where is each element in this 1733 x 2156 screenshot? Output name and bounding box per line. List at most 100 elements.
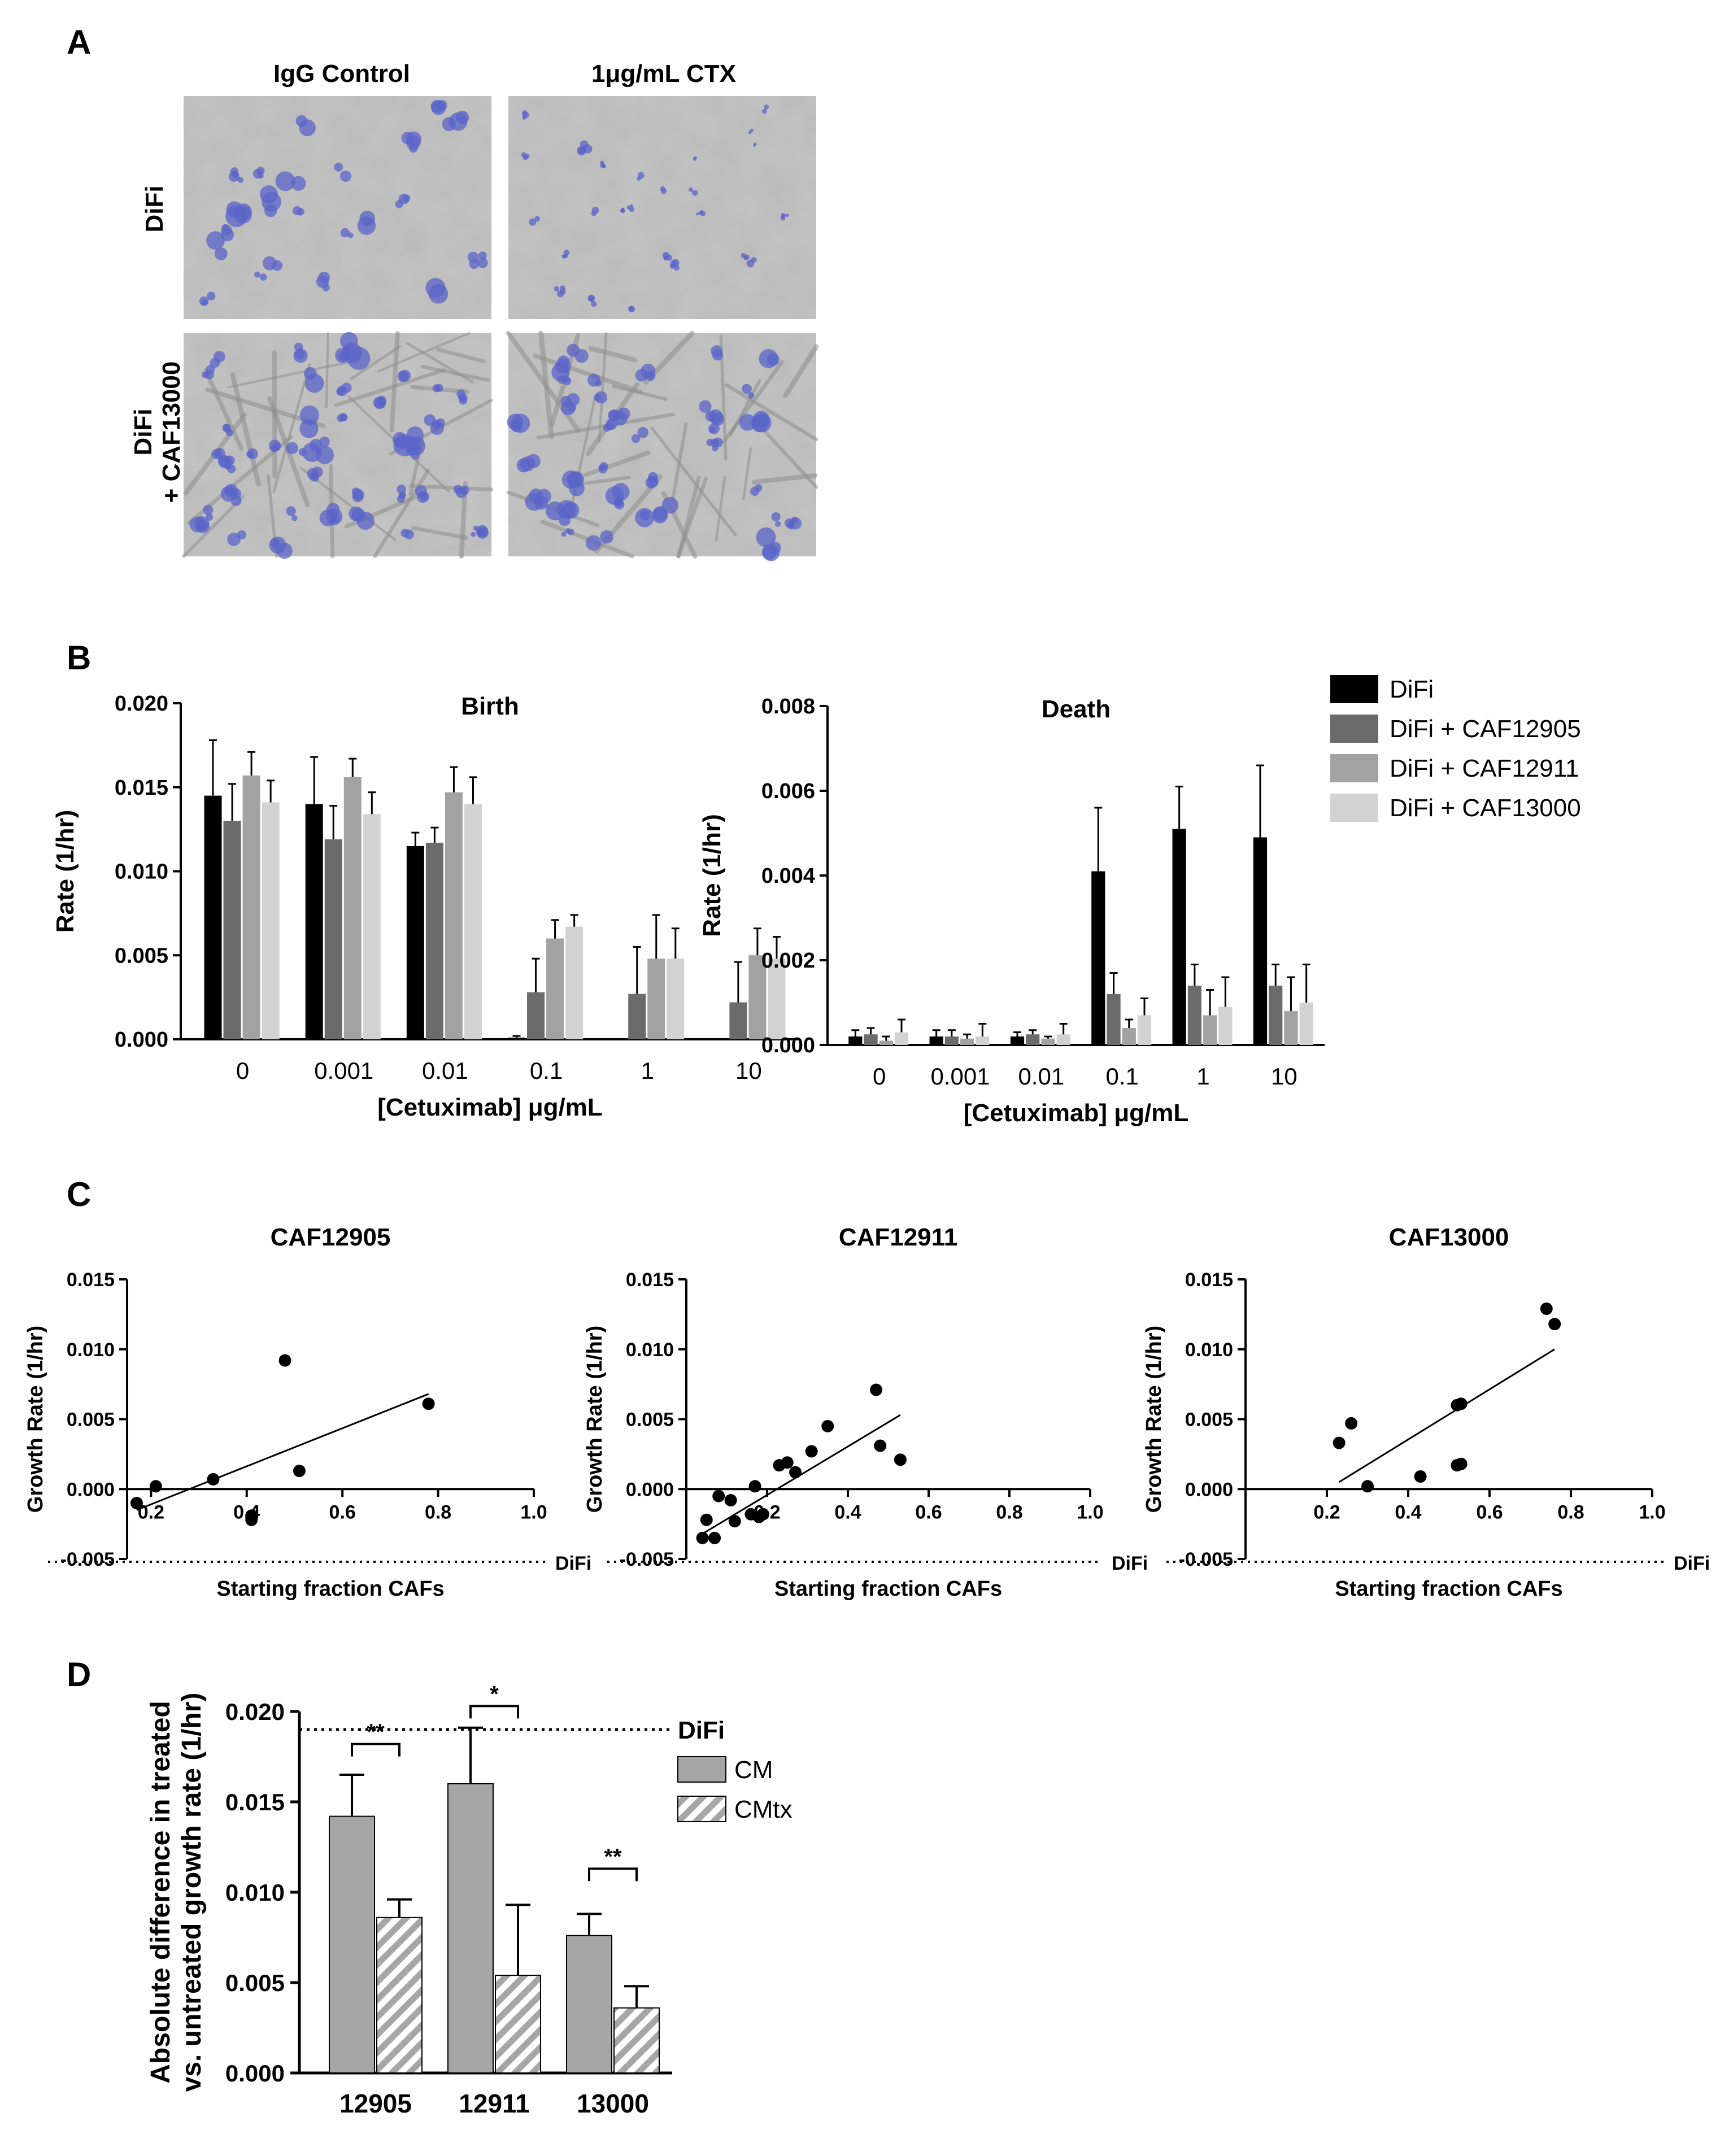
x-tick-label: 0 [873, 1063, 886, 1090]
cell [627, 205, 631, 209]
cell [337, 386, 347, 397]
cell [219, 455, 232, 468]
bar [527, 992, 545, 1039]
cell [637, 176, 641, 181]
legend-swatch-difi [1330, 675, 1378, 703]
cell [762, 545, 777, 560]
cell [789, 517, 802, 530]
cell [263, 256, 277, 271]
chart-title: CAF13000 [1389, 1223, 1509, 1251]
chart-title: CAF12911 [839, 1223, 957, 1251]
x-tick-label: 0.4 [1395, 1501, 1421, 1523]
bar [546, 939, 564, 1040]
cell-cluster [468, 251, 488, 269]
y-tick-label: 0.000 [626, 1479, 674, 1500]
chart-title: CAF12905 [271, 1223, 391, 1251]
data-point [821, 1420, 834, 1432]
x-axis-label: Starting fraction CAFs [1335, 1577, 1562, 1601]
y-tick-label: -0.005 [60, 1549, 115, 1570]
cell [567, 344, 580, 357]
legend-label-cmtx: CMtx [734, 1796, 793, 1823]
bar [647, 959, 665, 1039]
x-tick-label: 0.6 [915, 1501, 942, 1523]
scatter-caf12905: CAF12905-0.0050.0000.0050.0100.0150.20.4… [24, 1223, 591, 1601]
cell [693, 158, 696, 161]
y-axis-label: Growth Rate (1/hr) [583, 1326, 607, 1513]
y-tick-label: 0.020 [115, 692, 168, 716]
significance-bracket [471, 1706, 518, 1718]
cell [699, 211, 703, 215]
data-point [874, 1440, 886, 1452]
legend-b: DiFi DiFi + CAF12905 DiFi + CAF12911 DiF… [1330, 675, 1581, 822]
panel-letter-a: A [67, 23, 91, 61]
bar [1269, 986, 1282, 1045]
y-axis-label: Rate (1/hr) [698, 814, 726, 937]
y-tick-label: 0.005 [1185, 1409, 1233, 1431]
cell [299, 119, 316, 136]
y-axis-label-line2: vs. untreated growth rate (1/hr) [177, 1693, 207, 2092]
y-axis-label-line1: Absolute difference in treated [146, 1701, 176, 2083]
scatter-caf12911: CAF12911-0.0050.0000.0050.0100.0150.20.4… [583, 1223, 1148, 1601]
cell [194, 516, 209, 532]
cell [326, 503, 339, 516]
x-tick-label: 0.001 [314, 1057, 373, 1084]
cell [246, 450, 254, 458]
bar [445, 792, 463, 1039]
legend-label-difi: DiFi [1390, 676, 1434, 703]
legend-label-caf12905: DiFi + CAF12905 [1390, 715, 1581, 743]
bar [1253, 838, 1267, 1046]
bar [864, 1034, 877, 1045]
bar [1218, 1007, 1232, 1046]
cell [755, 484, 763, 491]
y-tick-label: 0.000 [1185, 1479, 1233, 1500]
bar [614, 2008, 659, 2073]
cell [583, 144, 592, 153]
cell [262, 192, 281, 212]
cell [203, 505, 213, 515]
cell [375, 397, 386, 408]
y-tick-label: 0.000 [115, 1028, 168, 1052]
cell [352, 489, 364, 500]
cell [223, 424, 231, 433]
cell [299, 419, 318, 438]
cell [403, 194, 410, 202]
cell [511, 413, 530, 433]
cell [347, 347, 371, 370]
cell [232, 171, 239, 178]
cell [591, 211, 596, 216]
bar [667, 959, 684, 1039]
fit-line [137, 1394, 429, 1510]
y-tick-label: 0.008 [761, 695, 815, 718]
y-axis-label: Rate (1/hr) [51, 810, 79, 933]
x-tick-label: 10 [735, 1057, 762, 1084]
cell [337, 414, 345, 422]
x-axis-label: [Cetuximab] μg/mL [964, 1099, 1189, 1127]
cell [260, 273, 267, 281]
x-tick-label: 0.01 [1018, 1063, 1064, 1090]
cell [237, 177, 243, 183]
cell [562, 502, 579, 519]
y-tick-label: 0.010 [67, 1339, 115, 1361]
cell [564, 250, 569, 255]
legend-swatch-caf12905 [1330, 715, 1378, 743]
bar [1203, 1016, 1217, 1046]
bar [262, 803, 280, 1039]
data-point [245, 1514, 258, 1526]
cell [555, 358, 571, 373]
cell [524, 154, 530, 159]
cell [689, 188, 693, 192]
y-tick-label: -0.005 [1179, 1549, 1233, 1570]
bar [325, 839, 342, 1039]
fit-line [1339, 1349, 1555, 1482]
x-tick-label: 0.8 [1557, 1501, 1584, 1523]
significance-label: ** [367, 1720, 385, 1745]
x-tick-label: 0.8 [425, 1501, 451, 1523]
cell [459, 396, 467, 404]
y-tick-label: 0.015 [115, 776, 168, 800]
cell [709, 426, 716, 433]
reference-label: DiFi [1112, 1553, 1148, 1574]
cell-cluster [299, 406, 319, 438]
x-tick-label: 1.0 [520, 1501, 547, 1523]
bar [448, 1784, 493, 2073]
legend-swatch-caf13000 [1330, 794, 1378, 822]
